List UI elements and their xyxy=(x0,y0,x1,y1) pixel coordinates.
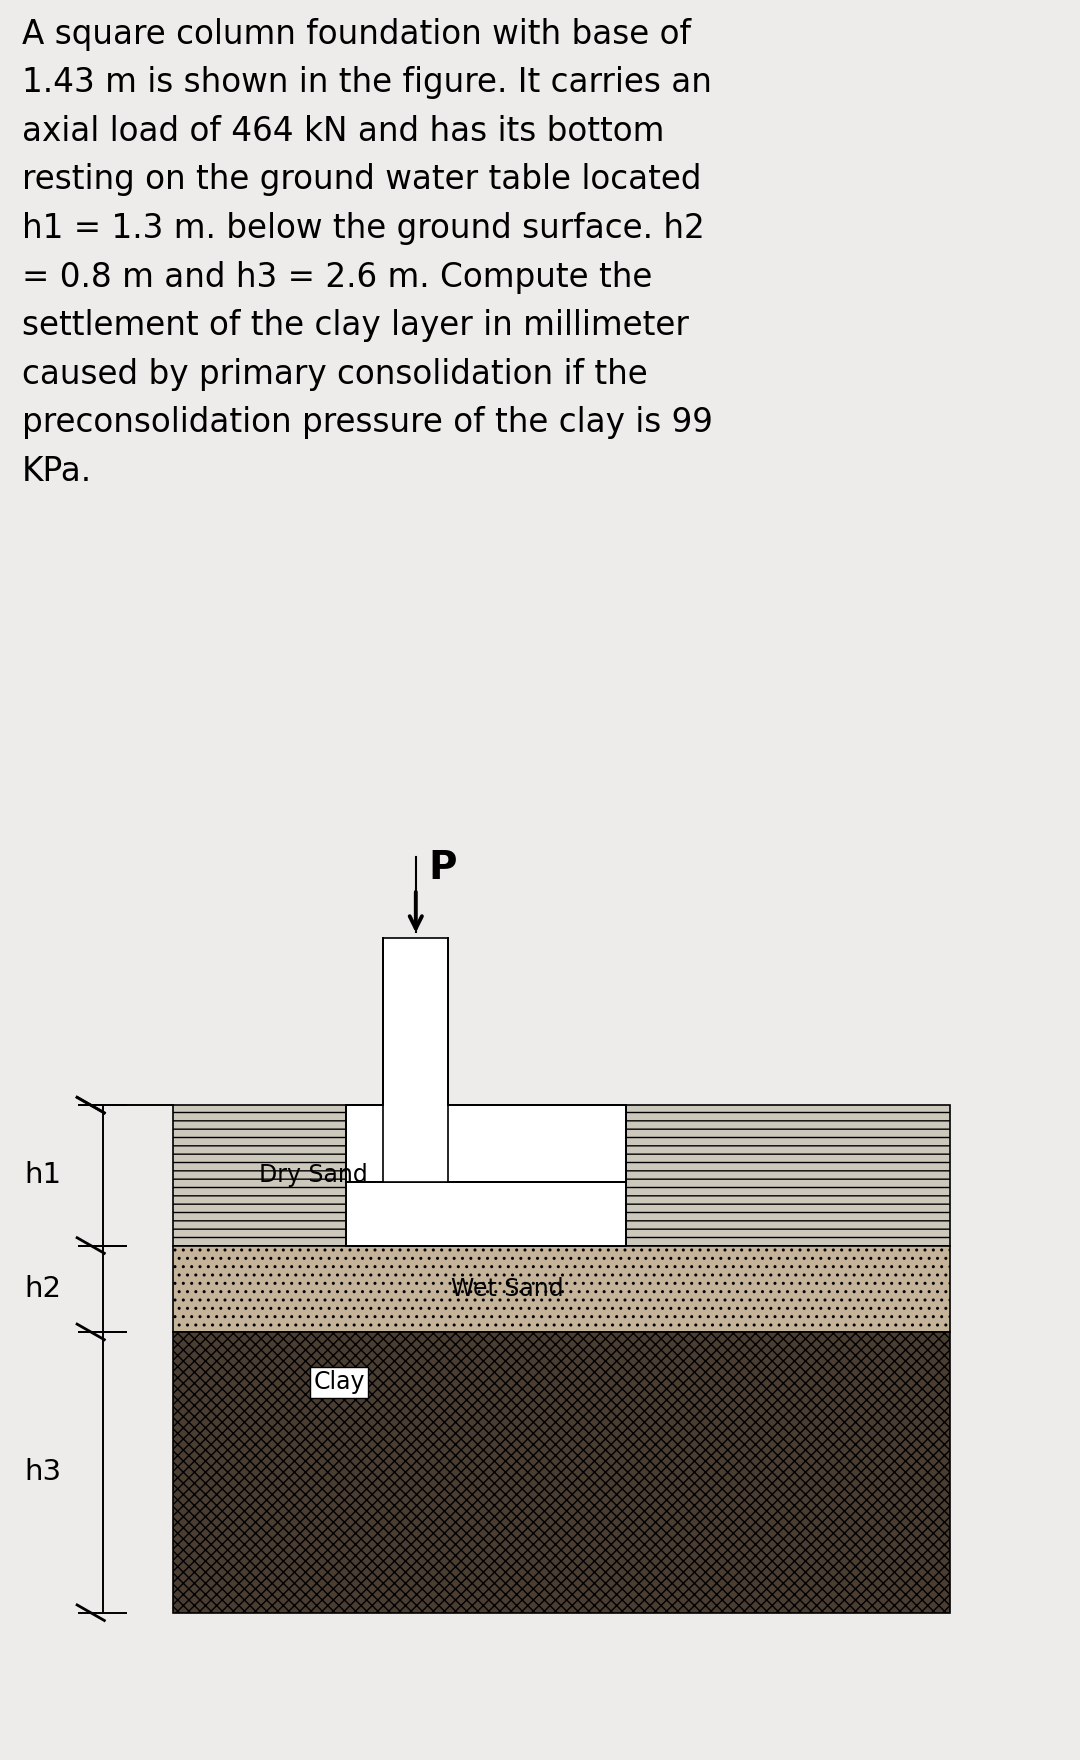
Bar xyxy=(173,1105,950,1246)
Text: Wet Sand: Wet Sand xyxy=(451,1276,564,1301)
Text: Dry Sand: Dry Sand xyxy=(259,1163,367,1188)
Text: h3: h3 xyxy=(25,1459,62,1485)
Bar xyxy=(173,1332,950,1612)
Bar xyxy=(173,1246,950,1332)
Text: A square column foundation with base of
1.43 m is shown in the figure. It carrie: A square column foundation with base of … xyxy=(22,18,713,488)
Bar xyxy=(346,1105,626,1183)
Text: h1: h1 xyxy=(25,1162,62,1190)
Bar xyxy=(346,1183,626,1246)
Text: h2: h2 xyxy=(25,1274,62,1302)
Bar xyxy=(383,938,448,1183)
Text: P: P xyxy=(429,848,457,887)
Text: Clay: Clay xyxy=(313,1371,365,1394)
